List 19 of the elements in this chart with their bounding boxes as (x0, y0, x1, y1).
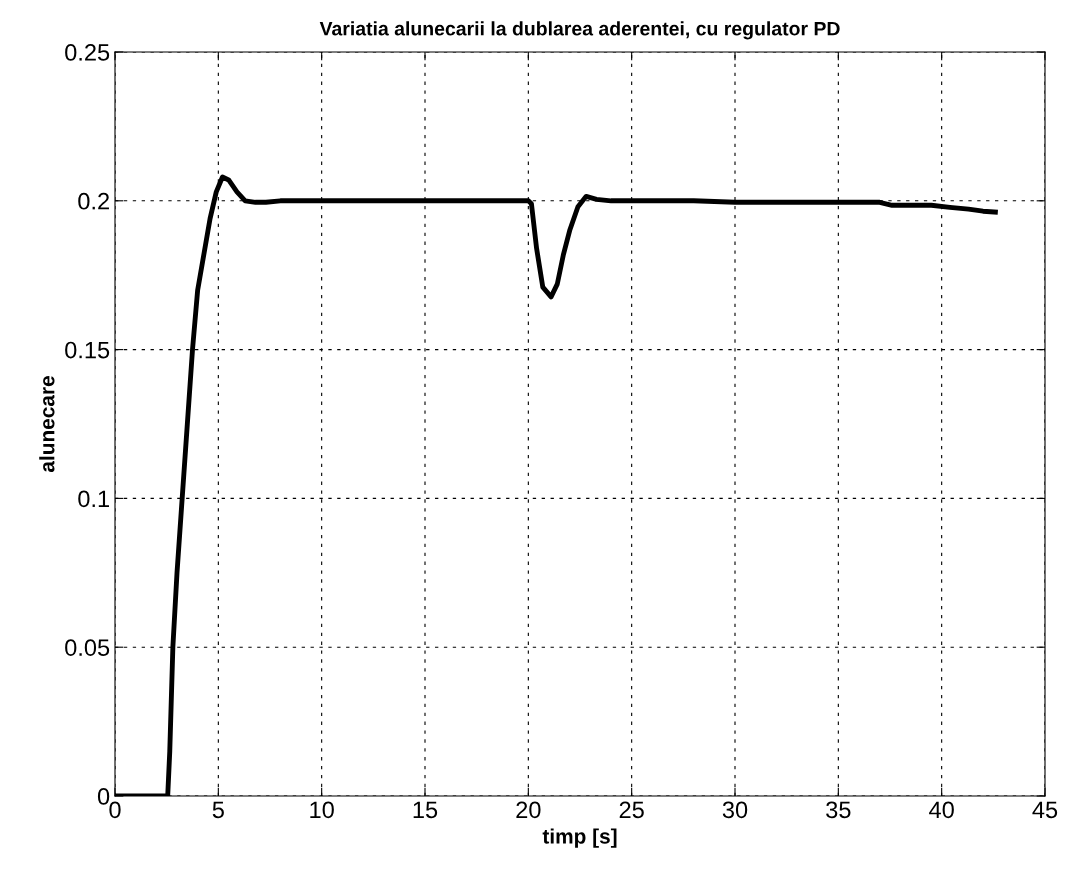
x-tick-label: 5 (212, 801, 224, 819)
x-tick-label: 10 (310, 801, 334, 819)
y-axis-title: alunecare (39, 376, 55, 473)
y-tick-label: 0.15 (65, 341, 110, 359)
chart-title: Variatia alunecarii la dublarea aderentei, cu regulator PD (319, 21, 840, 40)
x-tick-label: 15 (413, 801, 438, 819)
x-tick-label: 20 (516, 801, 541, 819)
x-tick-label: 35 (826, 801, 851, 819)
x-tick-label: 30 (722, 801, 748, 819)
y-tick-label: 0.2 (78, 192, 109, 210)
y-tick-label: 0.05 (65, 639, 110, 656)
x-axis-title: timp [s] (542, 828, 617, 848)
x-tick-label: 45 (1032, 801, 1058, 819)
x-tick-label: 25 (619, 801, 644, 819)
y-tick-label: 0 (97, 788, 110, 805)
x-tick-label: 0 (109, 801, 121, 819)
y-tick-label: 0.25 (65, 44, 110, 61)
x-tick-label: 40 (929, 801, 954, 819)
y-tick-label: 0.1 (78, 490, 109, 508)
